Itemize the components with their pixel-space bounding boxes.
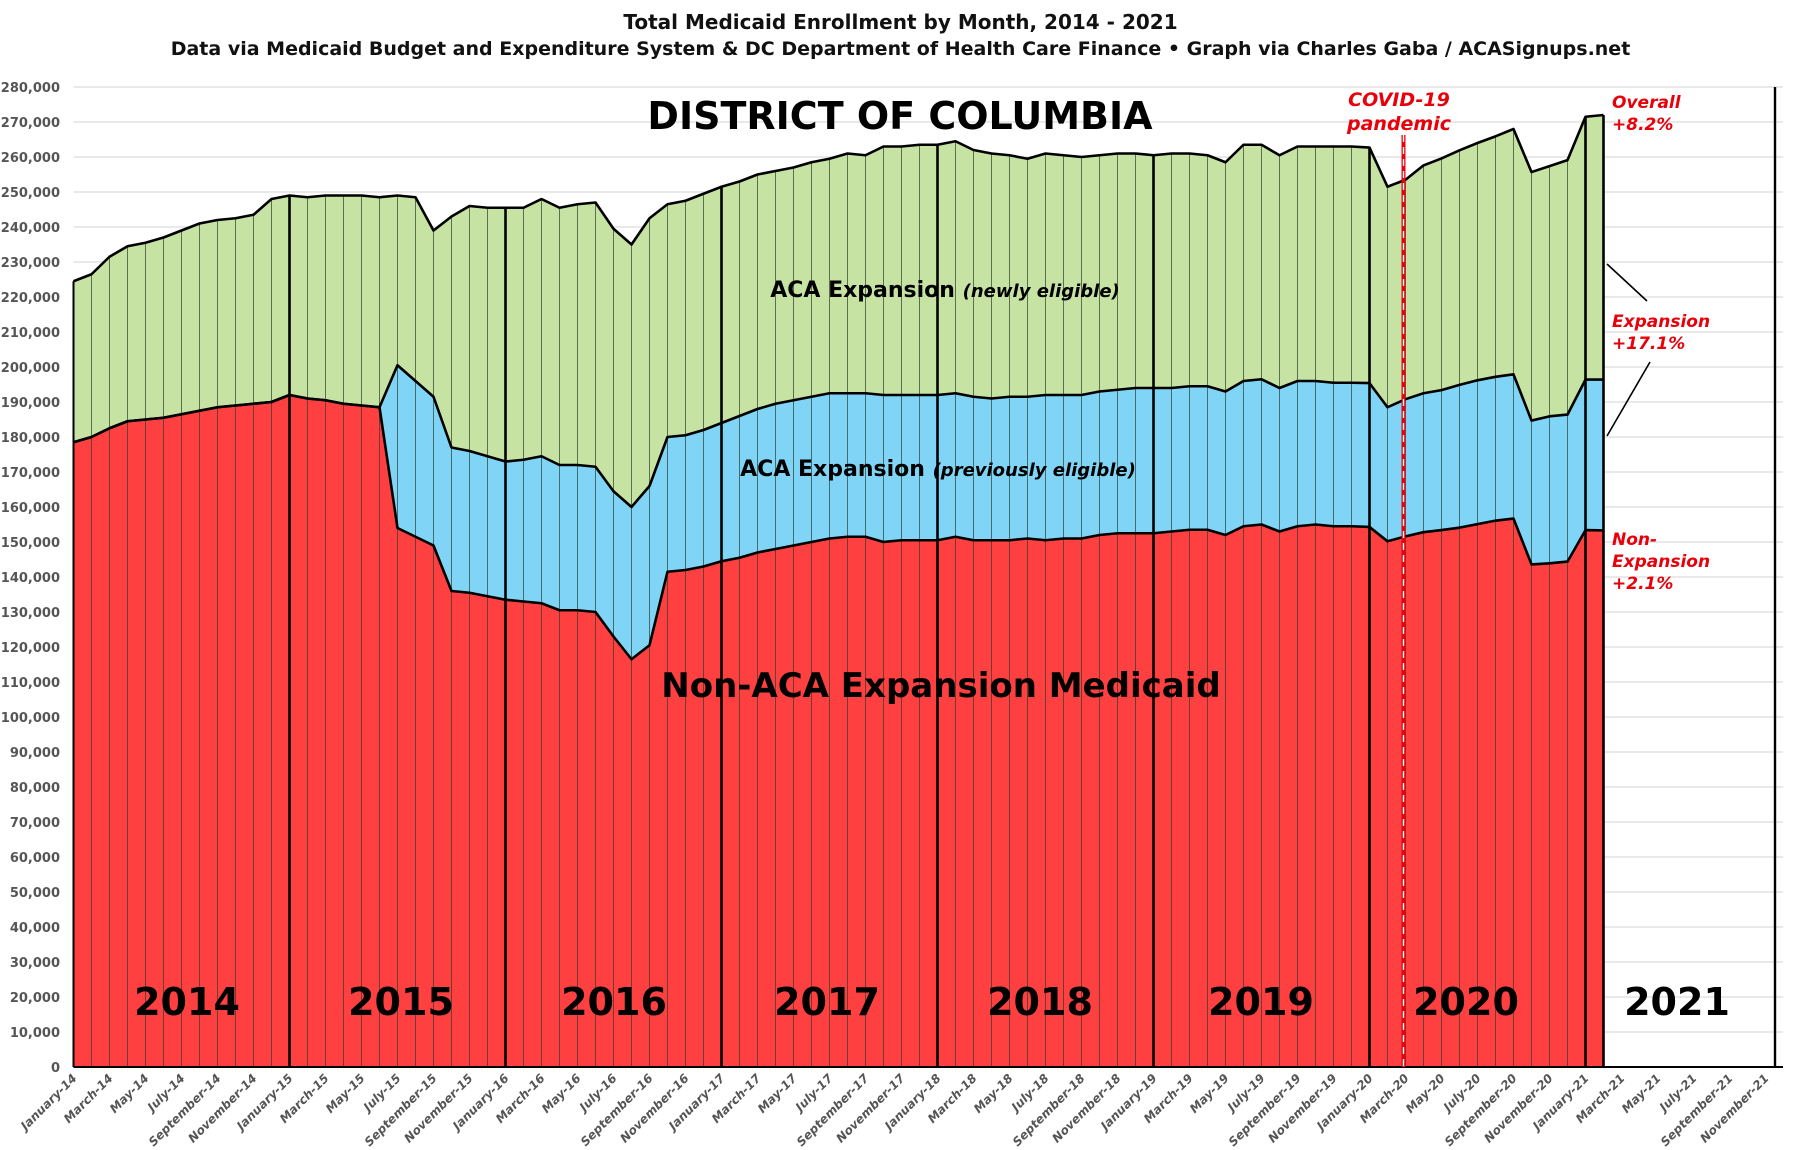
x-tick-label: May-18 bbox=[971, 1071, 1016, 1116]
overall-annotation: Overall +8.2% bbox=[1612, 92, 1681, 136]
y-axis: 0 10,000 20,000 30,000 40,000 50,000 60,000 70,… bbox=[1, 81, 60, 1076]
label-previously-eligible: ACA Expansion (previously eligible) bbox=[740, 457, 1136, 482]
y-tick-label: 80,000 bbox=[10, 781, 60, 796]
area-aca-expansion-newly-eligible bbox=[73, 115, 1604, 507]
x-tick-label: May-15 bbox=[323, 1071, 368, 1116]
y-tick-label: 210,000 bbox=[1, 326, 60, 341]
y-tick-label: 50,000 bbox=[10, 886, 60, 901]
month-columns bbox=[73, 115, 1604, 1067]
expansion-value: +17.1% bbox=[1612, 334, 1686, 354]
area-non-aca-expansion-medicaid bbox=[73, 395, 1604, 1067]
year-label: 2014 bbox=[134, 980, 240, 1024]
year-label: 2016 bbox=[561, 980, 667, 1024]
y-tick-label: 0 bbox=[51, 1061, 60, 1076]
y-tick-label: 280,000 bbox=[1, 81, 60, 96]
nonexp-label2: Expansion bbox=[1612, 552, 1711, 572]
covid-annotation: COVID-19 pandemic bbox=[1347, 88, 1451, 136]
y-tick-label: 180,000 bbox=[1, 431, 60, 446]
y-tick-label: 120,000 bbox=[1, 641, 60, 656]
x-tick-label: May-14 bbox=[107, 1071, 152, 1116]
y-tick-label: 170,000 bbox=[1, 466, 60, 481]
y-tick-label: 240,000 bbox=[1, 221, 60, 236]
y-tick-label: 60,000 bbox=[10, 851, 60, 866]
y-tick-label: 110,000 bbox=[1, 676, 60, 691]
y-tick-label: 70,000 bbox=[10, 816, 60, 831]
edge-aca-expansion-newly-eligible bbox=[73, 113, 1604, 283]
y-tick-label: 230,000 bbox=[1, 256, 60, 271]
y-tick-label: 20,000 bbox=[10, 991, 60, 1006]
year-label: 2021 bbox=[1624, 980, 1730, 1024]
year-label: 2017 bbox=[774, 980, 880, 1024]
x-tick-label: November-21 bbox=[1697, 1071, 1771, 1145]
expansion-annotation: Expansion +17.1% bbox=[1612, 311, 1710, 355]
year-label: 2019 bbox=[1208, 980, 1314, 1024]
overall-label: Overall bbox=[1612, 93, 1681, 113]
y-tick-label: 40,000 bbox=[10, 921, 60, 936]
chart-subtitle: Data via Medicaid Budget and Expenditure… bbox=[170, 38, 1631, 60]
label-newly-main: ACA Expansion bbox=[770, 278, 955, 303]
annotation-pointers bbox=[1606, 263, 1651, 437]
label-newly-note: (newly eligible) bbox=[962, 281, 1120, 302]
x-axis: January-14March-14May-14July-14September… bbox=[17, 1071, 1772, 1149]
y-tick-label: 260,000 bbox=[1, 151, 60, 166]
non-expansion-annotation: Non- Expansion +2.1% bbox=[1612, 529, 1710, 595]
nonexp-value: +2.1% bbox=[1612, 574, 1674, 594]
overall-value: +8.2% bbox=[1612, 115, 1674, 135]
nonexp-label1: Non- bbox=[1612, 530, 1658, 550]
label-prev-note: (previously eligible) bbox=[932, 460, 1136, 481]
year-label: 2018 bbox=[987, 980, 1093, 1024]
layer-edges bbox=[72, 87, 1783, 1068]
covid-line2: pandemic bbox=[1346, 113, 1452, 135]
chart-title: Total Medicaid Enrollment by Month, 2014… bbox=[623, 10, 1178, 34]
x-tick-label: May-20 bbox=[1403, 1071, 1448, 1116]
x-tick-label: May-19 bbox=[1187, 1071, 1232, 1116]
year-label: 2020 bbox=[1413, 980, 1519, 1024]
y-tick-label: 250,000 bbox=[1, 186, 60, 201]
x-tick-label: May-17 bbox=[755, 1071, 800, 1116]
y-tick-label: 130,000 bbox=[1, 606, 60, 621]
x-tick-label: May-16 bbox=[539, 1071, 584, 1116]
chart-heading: DISTRICT OF COLUMBIA bbox=[647, 94, 1153, 138]
area-layers bbox=[73, 115, 1604, 1067]
year-label: 2015 bbox=[348, 980, 454, 1024]
edge-aca-expansion-previously-eligible bbox=[73, 363, 1604, 509]
y-tick-label: 10,000 bbox=[10, 1026, 60, 1041]
label-non-aca: Non-ACA Expansion Medicaid bbox=[661, 666, 1221, 706]
y-tick-label: 100,000 bbox=[1, 711, 60, 726]
pointer-line-lower bbox=[1606, 361, 1651, 437]
y-tick-label: 160,000 bbox=[1, 501, 60, 516]
label-newly-eligible: ACA Expansion (newly eligible) bbox=[770, 278, 1120, 303]
y-tick-label: 90,000 bbox=[10, 746, 60, 761]
y-tick-label: 150,000 bbox=[1, 536, 60, 551]
x-tick-label: May-21 bbox=[1619, 1071, 1664, 1116]
label-prev-main: ACA Expansion bbox=[740, 457, 925, 482]
y-tick-label: 140,000 bbox=[1, 571, 60, 586]
y-tick-label: 200,000 bbox=[1, 361, 60, 376]
year-dividers bbox=[288, 116, 1587, 1067]
y-tick-label: 220,000 bbox=[1, 291, 60, 306]
y-tick-label: 30,000 bbox=[10, 956, 60, 971]
pointer-line-upper bbox=[1606, 263, 1648, 302]
expansion-label: Expansion bbox=[1612, 312, 1711, 332]
y-tick-label: 190,000 bbox=[1, 396, 60, 411]
y-tick-label: 270,000 bbox=[1, 116, 60, 131]
area-aca-expansion-previously-eligible bbox=[73, 365, 1604, 660]
covid-line1: COVID-19 bbox=[1348, 89, 1450, 111]
